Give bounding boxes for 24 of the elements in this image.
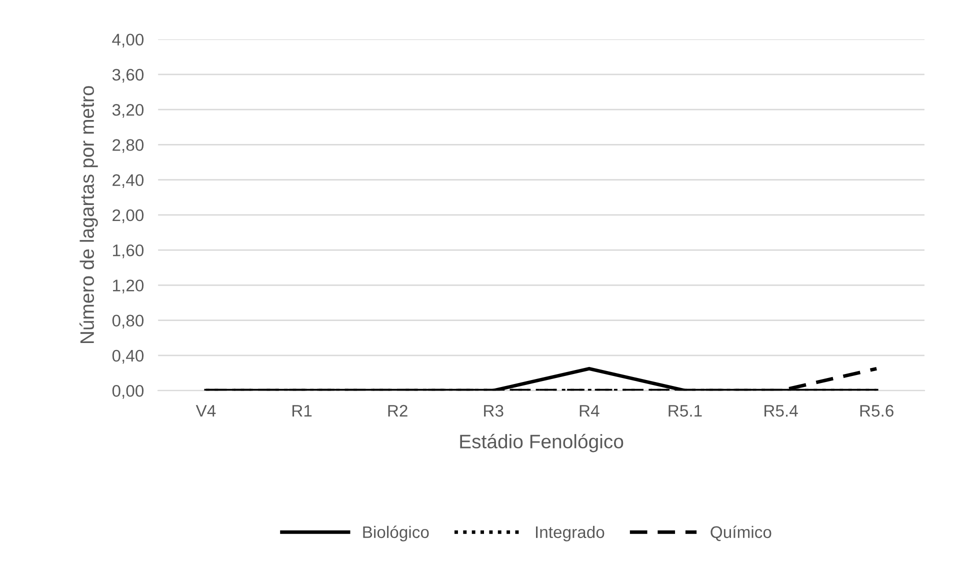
y-tick-label: 1,60: [113, 244, 144, 258]
legend-label: Químico: [710, 526, 772, 542]
y-tick-label: 4,00: [112, 34, 144, 48]
x-tick-label: R5.6: [860, 404, 894, 417]
x-tick-label: V4: [196, 405, 216, 417]
y-tick-label: 3,60: [112, 68, 144, 83]
y-tick-label: 0,40: [112, 350, 144, 364]
y-tick-label: 2,80: [112, 139, 144, 153]
y-tick-label: 1,20: [113, 280, 144, 294]
y-axis-title: Número de lagartas por metro: [80, 86, 98, 344]
y-tick-label: 2,40: [112, 174, 144, 188]
x-tick-label: R2: [388, 404, 408, 417]
y-tick-label: 2,00: [112, 209, 144, 224]
x-tick-label: R4: [580, 405, 600, 417]
x-tick-label: R5.1: [668, 405, 702, 417]
y-tick-label: 0,00: [112, 384, 144, 399]
y-tick-label: 0,80: [112, 314, 144, 329]
legend-label: Integrado: [536, 526, 604, 542]
x-tick-label: R1: [292, 405, 312, 417]
x-tick-label: R3: [484, 404, 504, 417]
y-tick-label: 3,20: [112, 104, 144, 118]
x-axis-title: Estádio Fenológico: [460, 434, 624, 452]
legend-label: Biológico: [363, 526, 429, 542]
x-tick-label: R5.4: [764, 405, 798, 417]
